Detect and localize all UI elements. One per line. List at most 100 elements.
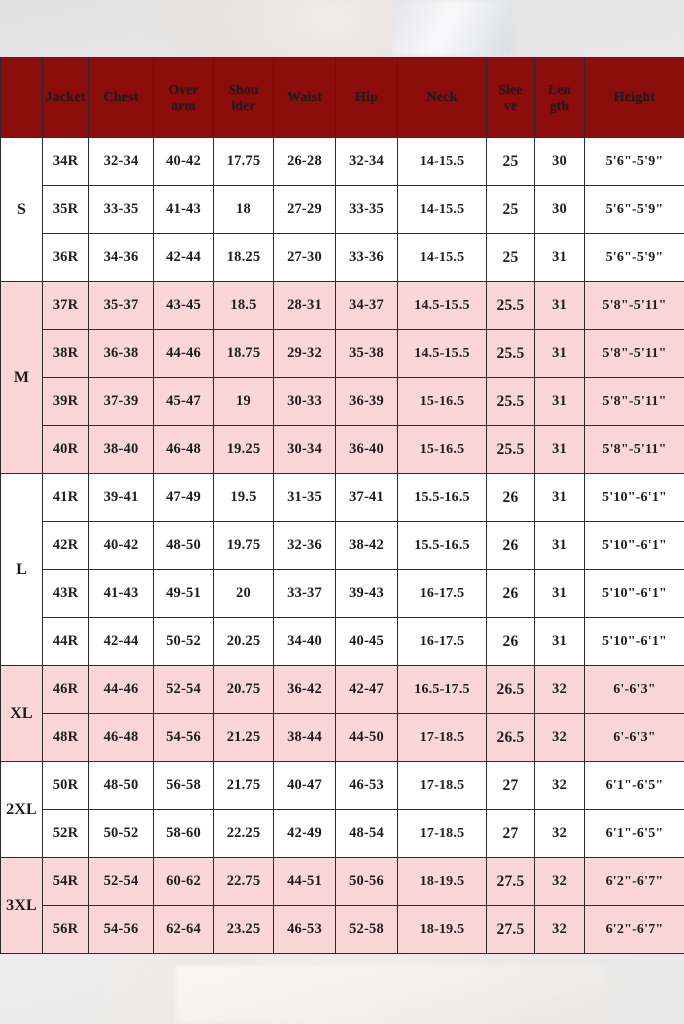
cell-overarm: 43-45 — [153, 281, 214, 330]
cell-waist: 44-51 — [273, 857, 336, 906]
cell-length: 32 — [534, 857, 585, 906]
cell-overarm: 54-56 — [153, 713, 214, 762]
cell-hip: 32-34 — [335, 137, 398, 186]
header-cell-length: Len gth — [534, 57, 585, 138]
cell-chest: 35-37 — [88, 281, 154, 330]
cell-hip: 46-53 — [335, 761, 398, 810]
size-group-label-3xl: 3XL — [0, 857, 43, 954]
cell-overarm: 56-58 — [153, 761, 214, 810]
cell-jacket: 54R — [42, 857, 89, 906]
header-cell-jacket: Jacket — [42, 57, 89, 138]
cell-chest: 37-39 — [88, 377, 154, 426]
cell-sleeve: 25 — [486, 137, 535, 186]
cell-height: 5'10"-6'1" — [584, 473, 684, 522]
cell-shoulder: 18.75 — [213, 329, 274, 378]
cell-shoulder: 20.75 — [213, 665, 274, 714]
cell-overarm: 60-62 — [153, 857, 214, 906]
cell-chest: 36-38 — [88, 329, 154, 378]
size-group-label-2xl: 2XL — [0, 761, 43, 858]
cell-neck: 17-18.5 — [397, 809, 487, 858]
header-cell-neck: Neck — [397, 57, 487, 138]
cell-length: 31 — [534, 617, 585, 666]
cell-length: 30 — [534, 137, 585, 186]
cell-sleeve: 26 — [486, 521, 535, 570]
cell-jacket: 34R — [42, 137, 89, 186]
size-group-label-m: M — [0, 281, 43, 474]
cell-neck: 18-19.5 — [397, 857, 487, 906]
cell-chest: 52-54 — [88, 857, 154, 906]
cell-overarm: 62-64 — [153, 905, 214, 954]
cell-sleeve: 26.5 — [486, 713, 535, 762]
cell-length: 31 — [534, 425, 585, 474]
header-cell-overarm: Over arm — [153, 57, 214, 138]
cell-length: 32 — [534, 713, 585, 762]
cell-neck: 18-19.5 — [397, 905, 487, 954]
table-row: 40R 38-40 46-48 19.25 30-34 36-40 15-16.5 25.5 3… — [1, 425, 684, 474]
cell-waist: 32-36 — [273, 521, 336, 570]
cell-jacket: 52R — [42, 809, 89, 858]
table-row: 35R 33-35 41-43 18 27-29 33-35 14-15.5 25 30 5'6"… — [1, 185, 684, 234]
cell-shoulder: 19.75 — [213, 521, 274, 570]
table-row: M 37R 35-37 43-45 18.5 28-31 34-37 14.5-15.5 25.… — [0, 281, 684, 474]
cell-hip: 37-41 — [335, 473, 398, 522]
cell-waist: 36-42 — [273, 665, 336, 714]
cell-height: 5'8"-5'11" — [584, 281, 684, 330]
cell-hip: 48-54 — [335, 809, 398, 858]
cell-waist: 46-53 — [273, 905, 336, 954]
cell-jacket: 41R — [42, 473, 89, 522]
table-body: S 34R 32-34 40-42 17.75 26-28 32-34 14-15.5 25 30… — [0, 137, 684, 954]
cell-hip: 40-45 — [335, 617, 398, 666]
cell-chest: 32-34 — [88, 137, 154, 186]
cell-overarm: 42-44 — [153, 233, 214, 282]
cell-jacket: 43R — [42, 569, 89, 618]
cell-shoulder: 20.25 — [213, 617, 274, 666]
cell-overarm: 44-46 — [153, 329, 214, 378]
cell-neck: 16.5-17.5 — [397, 665, 487, 714]
cell-hip: 39-43 — [335, 569, 398, 618]
header-cell-size — [0, 57, 43, 138]
cell-sleeve: 27 — [486, 761, 535, 810]
cell-height: 5'8"-5'11" — [584, 425, 684, 474]
cell-waist: 42-49 — [273, 809, 336, 858]
cell-height: 5'10"-6'1" — [584, 617, 684, 666]
cell-hip: 34-37 — [335, 281, 398, 330]
cell-height: 5'6"-5'9" — [584, 185, 684, 234]
cell-hip: 36-39 — [335, 377, 398, 426]
cell-shoulder: 19 — [213, 377, 274, 426]
cell-height: 5'10"-6'1" — [584, 521, 684, 570]
table-row: 3XL 54R 52-54 60-62 22.75 44-51 50-56 18-19.5 27… — [0, 857, 684, 954]
cell-length: 32 — [534, 809, 585, 858]
cell-waist: 27-30 — [273, 233, 336, 282]
table-row: 2XL 50R 48-50 56-58 21.75 40-47 46-53 17-18.5 27… — [0, 761, 684, 858]
cell-shoulder: 18 — [213, 185, 274, 234]
header-cell-waist: Waist — [273, 57, 336, 138]
cell-neck: 17-18.5 — [397, 761, 487, 810]
cell-shoulder: 19.5 — [213, 473, 274, 522]
cell-overarm: 47-49 — [153, 473, 214, 522]
cell-hip: 42-47 — [335, 665, 398, 714]
cell-jacket: 38R — [42, 329, 89, 378]
cell-height: 5'8"-5'11" — [584, 377, 684, 426]
cell-length: 31 — [534, 233, 585, 282]
cell-neck: 14-15.5 — [397, 233, 487, 282]
cell-hip: 33-35 — [335, 185, 398, 234]
cell-overarm: 46-48 — [153, 425, 214, 474]
cell-length: 31 — [534, 521, 585, 570]
cell-shoulder: 18.5 — [213, 281, 274, 330]
cell-length: 31 — [534, 473, 585, 522]
cell-waist: 38-44 — [273, 713, 336, 762]
cell-chest: 50-52 — [88, 809, 154, 858]
table-row: 56R 54-56 62-64 23.25 46-53 52-58 18-19.5 27.5 3… — [1, 905, 684, 954]
cell-neck: 14-15.5 — [397, 185, 487, 234]
cell-hip: 38-42 — [335, 521, 398, 570]
header-cell-shoulder: Shou lder — [213, 57, 274, 138]
cell-neck: 17-18.5 — [397, 713, 487, 762]
cell-waist: 28-31 — [273, 281, 336, 330]
cell-hip: 50-56 — [335, 857, 398, 906]
table-row: L 41R 39-41 47-49 19.5 31-35 37-41 15.5-16.5 26 3… — [0, 473, 684, 666]
cell-length: 30 — [534, 185, 585, 234]
cell-height: 6'1"-6'5" — [584, 761, 684, 810]
cell-neck: 15.5-16.5 — [397, 521, 487, 570]
cell-hip: 36-40 — [335, 425, 398, 474]
cell-sleeve: 25.5 — [486, 329, 535, 378]
